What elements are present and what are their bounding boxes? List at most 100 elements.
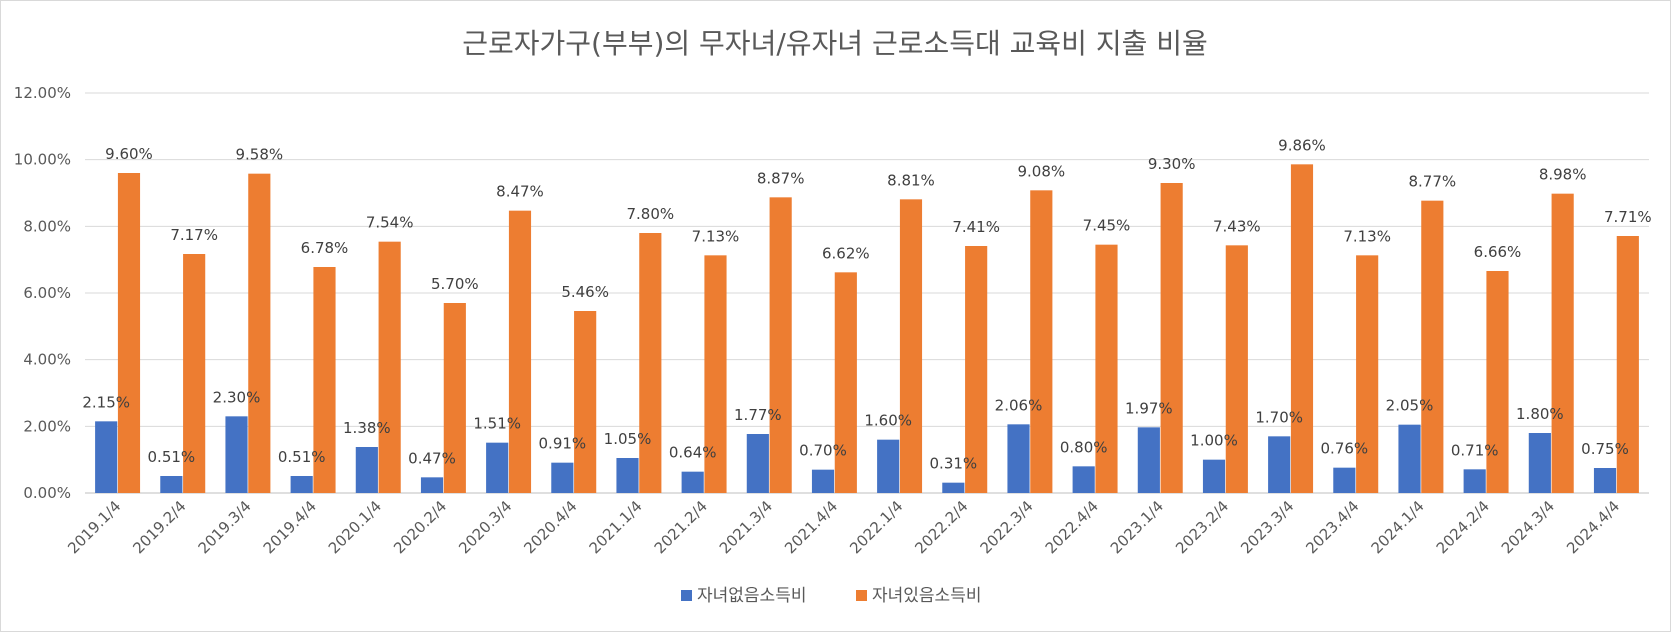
y-tick-label: 12.00% (14, 84, 71, 102)
data-label: 1.05% (604, 430, 652, 448)
y-tick-label: 10.00% (14, 151, 71, 169)
bar-no-children (1528, 433, 1551, 493)
bar-no-children (1463, 469, 1486, 493)
x-tick-label: 2024.2/4 (1433, 497, 1493, 557)
legend: 자녀없음소득비 자녀있음소득비 (681, 586, 981, 606)
x-tick-label: 2023.4/4 (1302, 497, 1362, 557)
x-tick-label: 2021.2/4 (651, 497, 711, 557)
x-tick-label: 2024.4/4 (1563, 497, 1623, 557)
data-label: 5.70% (431, 275, 479, 293)
y-tick-label: 2.00% (23, 417, 71, 435)
x-tick-label: 2022.3/4 (977, 497, 1037, 557)
x-tick-label: 2022.2/4 (911, 497, 971, 557)
y-tick-label: 4.00% (23, 351, 71, 369)
bar-no-children (681, 471, 704, 493)
data-label: 1.77% (734, 406, 782, 424)
data-label: 1.38% (343, 419, 391, 437)
data-label: 8.98% (1539, 166, 1587, 184)
y-tick-label: 6.00% (23, 284, 71, 302)
x-tick-label: 2019.1/4 (64, 497, 124, 557)
bar-with-children (965, 246, 988, 493)
bar-with-children (704, 255, 727, 493)
data-label: 7.43% (1213, 217, 1261, 235)
data-label: 9.58% (235, 146, 283, 164)
data-label: 6.62% (822, 244, 870, 262)
bar-no-children (225, 416, 248, 493)
x-tick-label: 2020.1/4 (325, 497, 385, 557)
data-labels: 2.15% 9.60% 0.51% 7.17% 2.30% 9.58% 0.51% 6.78%… (82, 136, 1651, 472)
data-label: 2.15% (82, 393, 130, 411)
bar-no-children (1007, 424, 1030, 493)
x-tick-label: 2019.3/4 (195, 497, 255, 557)
x-tick-label: 2022.4/4 (1042, 497, 1102, 557)
bar-with-children (508, 210, 532, 493)
data-label: 0.80% (1060, 438, 1108, 456)
bars (95, 164, 1639, 494)
data-label: 2.30% (213, 388, 261, 406)
y-axis-ticks: 0.00% 2.00% 4.00% 6.00% 8.00% 10.00% 12.00% (14, 84, 71, 502)
bar-with-children (1486, 271, 1509, 493)
x-axis-ticks: 2019.1/4 2019.2/4 2019.3/4 2019.4/4 2020.1/4… (64, 497, 1623, 557)
bar-no-children (1072, 466, 1095, 493)
legend-label: 자녀없음소득비 (697, 586, 806, 606)
data-label: 5.46% (561, 283, 609, 301)
bar-with-children (769, 197, 792, 494)
data-label: 7.80% (626, 205, 674, 223)
x-tick-label: 2019.2/4 (129, 497, 189, 557)
x-tick-label: 2021.1/4 (586, 497, 646, 557)
bar-no-children (811, 469, 835, 493)
bar-no-children (1137, 427, 1160, 493)
bar-with-children (834, 272, 857, 493)
data-label: 2.06% (995, 396, 1043, 414)
chart-title: 근로자가구(부부)의 무자녀/유자녀 근로소득대 교육비 지출 비율 (462, 27, 1208, 60)
x-tick-label: 2021.3/4 (716, 497, 776, 557)
data-label: 7.45% (1083, 217, 1131, 235)
data-label: 8.77% (1408, 173, 1456, 191)
x-tick-label: 2024.3/4 (1498, 497, 1558, 557)
bar-no-children (95, 421, 118, 493)
data-label: 8.47% (496, 183, 544, 201)
x-tick-label: 2020.2/4 (390, 497, 450, 557)
data-label: 0.70% (799, 442, 847, 460)
data-label: 9.08% (1017, 162, 1065, 180)
data-label: 1.60% (864, 412, 912, 430)
data-label: 0.71% (1451, 441, 1499, 459)
bar-no-children (551, 462, 574, 493)
data-label: 0.47% (408, 449, 456, 467)
data-label: 2.05% (1386, 397, 1434, 415)
gridlines (85, 92, 1649, 494)
data-label: 6.66% (1474, 243, 1522, 261)
x-tick-label: 2023.2/4 (1172, 497, 1232, 557)
data-label: 8.87% (757, 169, 805, 187)
y-tick-label: 8.00% (23, 217, 71, 235)
bar-no-children (746, 434, 769, 493)
data-label: 1.97% (1125, 399, 1173, 417)
bar-with-children (1030, 190, 1053, 494)
data-label: 7.13% (1343, 227, 1391, 245)
bar-with-children (1290, 164, 1314, 494)
bar-no-children (1202, 459, 1226, 493)
bar-with-children (313, 267, 336, 493)
bar-no-children (1593, 468, 1617, 493)
data-label: 0.51% (148, 448, 196, 466)
bar-no-children (877, 439, 900, 493)
data-label: 1.51% (473, 415, 521, 433)
bar-with-children (1095, 244, 1118, 493)
bar-with-children (574, 311, 597, 493)
bar-with-children (1616, 236, 1639, 493)
x-tick-label: 2024.1/4 (1368, 497, 1428, 557)
legend-label: 자녀있음소득비 (872, 586, 981, 606)
data-label: 0.64% (669, 444, 717, 462)
bar-with-children (1421, 200, 1444, 493)
x-tick-label: 2020.3/4 (455, 497, 515, 557)
bar-no-children (290, 476, 313, 493)
data-label: 0.51% (278, 448, 326, 466)
data-label: 0.91% (539, 435, 587, 453)
bar-no-children (486, 442, 509, 493)
legend-swatch (681, 590, 692, 601)
bar-with-children (639, 233, 662, 493)
data-label: 1.00% (1190, 432, 1238, 450)
x-tick-label: 2019.4/4 (260, 497, 320, 557)
